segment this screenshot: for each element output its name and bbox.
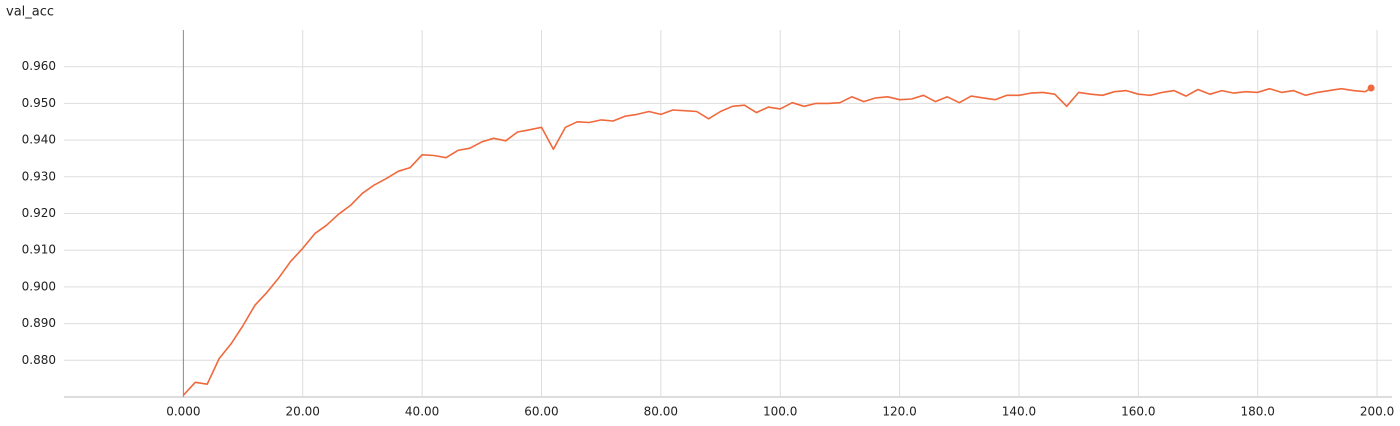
y-tick-label: 0.910 bbox=[22, 243, 56, 257]
x-tick-label: 120.0 bbox=[882, 405, 916, 419]
x-tick-label: 40.00 bbox=[405, 405, 439, 419]
y-tick-label: 0.900 bbox=[22, 279, 56, 293]
y-tick-label: 0.950 bbox=[22, 96, 56, 110]
line bbox=[182, 87, 1372, 396]
x-tick-label: 160.0 bbox=[1121, 405, 1155, 419]
last-point bbox=[1367, 84, 1375, 92]
y-tick-label: 0.930 bbox=[22, 169, 56, 183]
x-tick-label: 200.0 bbox=[1360, 405, 1394, 419]
x-tick-label: 0.000 bbox=[166, 405, 200, 419]
chart-title: val_acc bbox=[6, 5, 54, 20]
x-tick-label: 80.00 bbox=[644, 405, 678, 419]
y-tick-label: 0.920 bbox=[22, 206, 56, 220]
y-tick-label: 0.890 bbox=[22, 316, 56, 330]
y-tick-label: 0.880 bbox=[22, 353, 56, 367]
x-tick-label: 140.0 bbox=[1002, 405, 1036, 419]
y-tick-label: 0.960 bbox=[22, 59, 56, 73]
x-tick-label: 60.00 bbox=[524, 405, 558, 419]
x-tick-label: 100.0 bbox=[763, 405, 797, 419]
y-tick-label: 0.940 bbox=[22, 133, 56, 147]
x-tick-label: 180.0 bbox=[1241, 405, 1275, 419]
x-tick-label: 20.00 bbox=[286, 405, 320, 419]
